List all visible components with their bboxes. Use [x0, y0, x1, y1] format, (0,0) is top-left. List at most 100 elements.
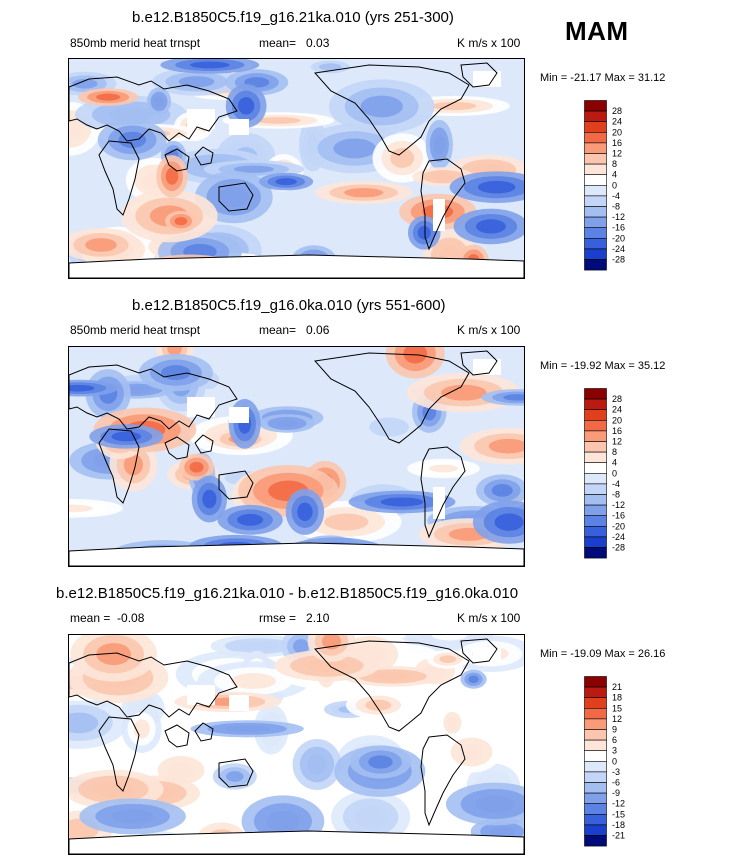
colorbar-tick-label: 0: [612, 756, 617, 766]
colorbar-tick-label: -16: [612, 511, 625, 521]
colorbar-box: [584, 238, 607, 250]
coastline: [460, 638, 498, 664]
colorbar-tick-label: 16: [612, 138, 622, 148]
colorbar-tick-label: 0: [612, 468, 617, 478]
panel-1-units: K m/s x 100: [457, 36, 521, 50]
panel-3-map: [68, 634, 525, 855]
colorbar-tick-label: 4: [612, 170, 617, 180]
season-label: MAM: [565, 16, 629, 46]
panel-2-colorbar: 28 24 20 16 12 8 4 0 -4 -8 -12 -16 -20 -24 -28: [584, 388, 654, 565]
colorbar-tick-label: -18: [612, 820, 625, 830]
colorbar-box: [584, 131, 607, 144]
colorbar-tick-label: 28: [612, 394, 622, 404]
colorbar-tick-label: 6: [612, 735, 617, 745]
colorbar-box: [584, 100, 607, 112]
panel-1-colorbar: 28 24 20 16 12 8 4 0 -4 -8 -12 -16 -20 -24 -28: [584, 100, 654, 277]
colorbar-box: [584, 835, 607, 847]
colorbar-tick-label: 24: [612, 117, 622, 127]
colorbar-tick-label: -12: [612, 799, 625, 809]
coastline: [98, 716, 140, 792]
colorbar-tick-label: -12: [612, 212, 625, 222]
coastline: [98, 140, 140, 216]
colorbar-box: [584, 163, 607, 175]
panel-2-title: b.e12.B1850C5.f19_g16.0ka.010 (yrs 551-6…: [132, 297, 446, 314]
colorbar-box: [584, 697, 607, 709]
colorbar-box: [584, 526, 607, 538]
colorbar-box: [584, 388, 607, 400]
coastline: [194, 722, 214, 742]
colorbar-tick-label: -6: [612, 778, 620, 788]
colorbar-box: [584, 473, 607, 485]
panel-2-variable-label: 850mb merid heat trnspt: [70, 323, 201, 337]
colorbar-tick-label: 12: [612, 149, 622, 159]
panel-1-variable-label: 850mb merid heat trnspt: [70, 36, 201, 50]
colorbar-tick-label: 8: [612, 447, 617, 457]
colorbar-box: [584, 536, 607, 548]
colorbar-tick-label: -4: [612, 191, 620, 201]
colorbar-box: [584, 462, 607, 474]
panel-3-title: b.e12.B1850C5.f19_g16.21ka.010 - b.e12.B…: [56, 585, 519, 602]
colorbar-tick-label: -28: [612, 543, 625, 553]
coastline: [194, 146, 214, 166]
coastline: [164, 724, 190, 748]
colorbar-box: [584, 686, 607, 699]
colorbar-tick-label: 20: [612, 415, 622, 425]
colorbar-box: [584, 718, 607, 730]
colorbar-box: [584, 824, 607, 836]
coastline: [69, 830, 524, 854]
colorbar-tick-label: 8: [612, 159, 617, 169]
colorbar-box: [584, 153, 607, 165]
colorbar-box: [584, 195, 607, 207]
colorbar-box: [584, 483, 607, 495]
colorbar-box: [584, 782, 607, 794]
colorbar-box: [584, 547, 607, 559]
coastline: [420, 734, 466, 827]
colorbar-tick-label: 16: [612, 426, 622, 436]
colorbar-tick-label: -8: [612, 490, 620, 500]
colorbar-tick-label: -12: [612, 500, 625, 510]
colorbar-box: [584, 419, 607, 432]
panel-3-rmse: rmse = 2.10: [259, 611, 330, 625]
coastline: [218, 758, 254, 788]
colorbar-tick-label: 21: [612, 682, 622, 692]
colorbar-box: [584, 110, 607, 123]
colorbar-tick-label: -24: [612, 532, 625, 542]
colorbar-box: [584, 739, 607, 751]
coastline: [194, 434, 214, 454]
colorbar-tick-label: -15: [612, 809, 625, 819]
colorbar-box: [584, 676, 607, 688]
colorbar-box: [584, 142, 607, 154]
panel-3-colorbar: 21 18 15 12 9 6 3 0 -3 -6 -9 -12 -15 -18 -21: [584, 676, 654, 853]
colorbar-box: [584, 729, 607, 741]
panel-3-units: K m/s x 100: [457, 611, 521, 625]
colorbar-tick-label: -21: [612, 831, 625, 841]
colorbar-box: [584, 121, 607, 133]
coastline: [420, 446, 466, 539]
colorbar-box: [584, 206, 607, 218]
colorbar-box: [584, 259, 607, 271]
colorbar-tick-label: 18: [612, 693, 622, 703]
panel-2-units: K m/s x 100: [457, 323, 521, 337]
colorbar-tick-label: 3: [612, 746, 617, 756]
panel-1-minmax: Min = -21.17 Max = 31.12: [540, 72, 666, 84]
coastline: [460, 350, 498, 376]
colorbar-box: [584, 792, 607, 804]
colorbar-tick-label: -28: [612, 255, 625, 265]
coastline: [460, 62, 498, 88]
coastline: [69, 542, 524, 566]
panel-1-map: [68, 58, 525, 279]
coastline: [314, 64, 470, 156]
panel-3-mean: mean = -0.08: [70, 611, 145, 625]
colorbar-box: [584, 409, 607, 421]
coastline: [69, 254, 524, 278]
colorbar-tick-label: 15: [612, 703, 622, 713]
colorbar-box: [584, 441, 607, 453]
colorbar-tick-label: 28: [612, 106, 622, 116]
colorbar-box: [584, 515, 607, 527]
colorbar-tick-label: 20: [612, 127, 622, 137]
colorbar-box: [584, 216, 607, 228]
colorbar-tick-label: -24: [612, 244, 625, 254]
colorbar-box: [584, 803, 607, 815]
panel-1-mean: mean= 0.03: [259, 36, 330, 50]
colorbar-tick-label: 9: [612, 725, 617, 735]
